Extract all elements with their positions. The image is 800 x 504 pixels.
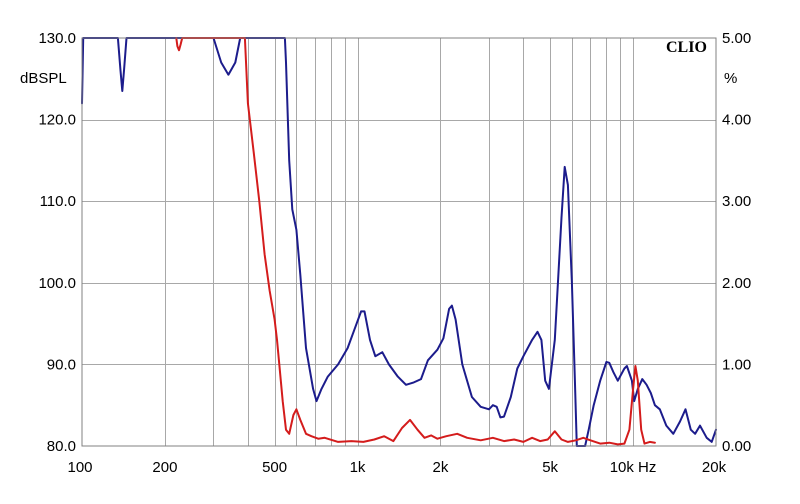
x-tick-label-0: 100 xyxy=(67,459,92,476)
y-right-tick-label-3: 3.00 xyxy=(722,193,751,210)
grid xyxy=(82,38,716,446)
y-left-tick-label-4: 120.0 xyxy=(38,112,76,129)
y-right-unit-label: % xyxy=(724,70,737,87)
y-left-tick-label-1: 90.0 xyxy=(47,356,76,373)
clio-brand-label: CLIO xyxy=(666,39,707,56)
y-left-unit-label: dBSPL xyxy=(20,70,67,87)
x-tick-label-5: 5k xyxy=(542,459,558,476)
x-tick-label-4: 2k xyxy=(433,459,449,476)
y-right-tick-label-1: 1.00 xyxy=(722,356,751,373)
series-lines xyxy=(81,37,717,447)
y-right-tick-label-0: 0.00 xyxy=(722,438,751,455)
x-tick-label-3: 1k xyxy=(350,459,366,476)
series-line-1 xyxy=(175,37,656,446)
y-right-tick-label-5: 5.00 xyxy=(722,30,751,47)
y-right-tick-labels: 0.00 1.00 2.00 3.00 4.00 5.00 xyxy=(722,30,751,455)
plot-frame xyxy=(81,37,717,447)
series-line-0 xyxy=(81,37,717,447)
x-tick-label-7: 20k xyxy=(702,459,727,476)
x-tick-label-1: 200 xyxy=(152,459,177,476)
y-left-tick-label-0: 80.0 xyxy=(47,438,76,455)
y-left-tick-labels: 80.0 90.0 100.0 110.0 120.0 130.0 xyxy=(38,30,76,455)
y-right-tick-label-2: 2.00 xyxy=(722,275,751,292)
y-left-tick-label-2: 100.0 xyxy=(38,275,76,292)
y-left-tick-label-5: 130.0 xyxy=(38,30,76,47)
y-left-tick-label-3: 110.0 xyxy=(40,193,76,210)
y-right-tick-label-4: 4.00 xyxy=(722,112,751,129)
x-tick-labels: 100 200 500 1k 2k 5k 10k Hz 20k xyxy=(67,459,726,476)
x-tick-label-2: 500 xyxy=(262,459,287,476)
x-tick-label-6: 10k Hz xyxy=(610,459,657,476)
